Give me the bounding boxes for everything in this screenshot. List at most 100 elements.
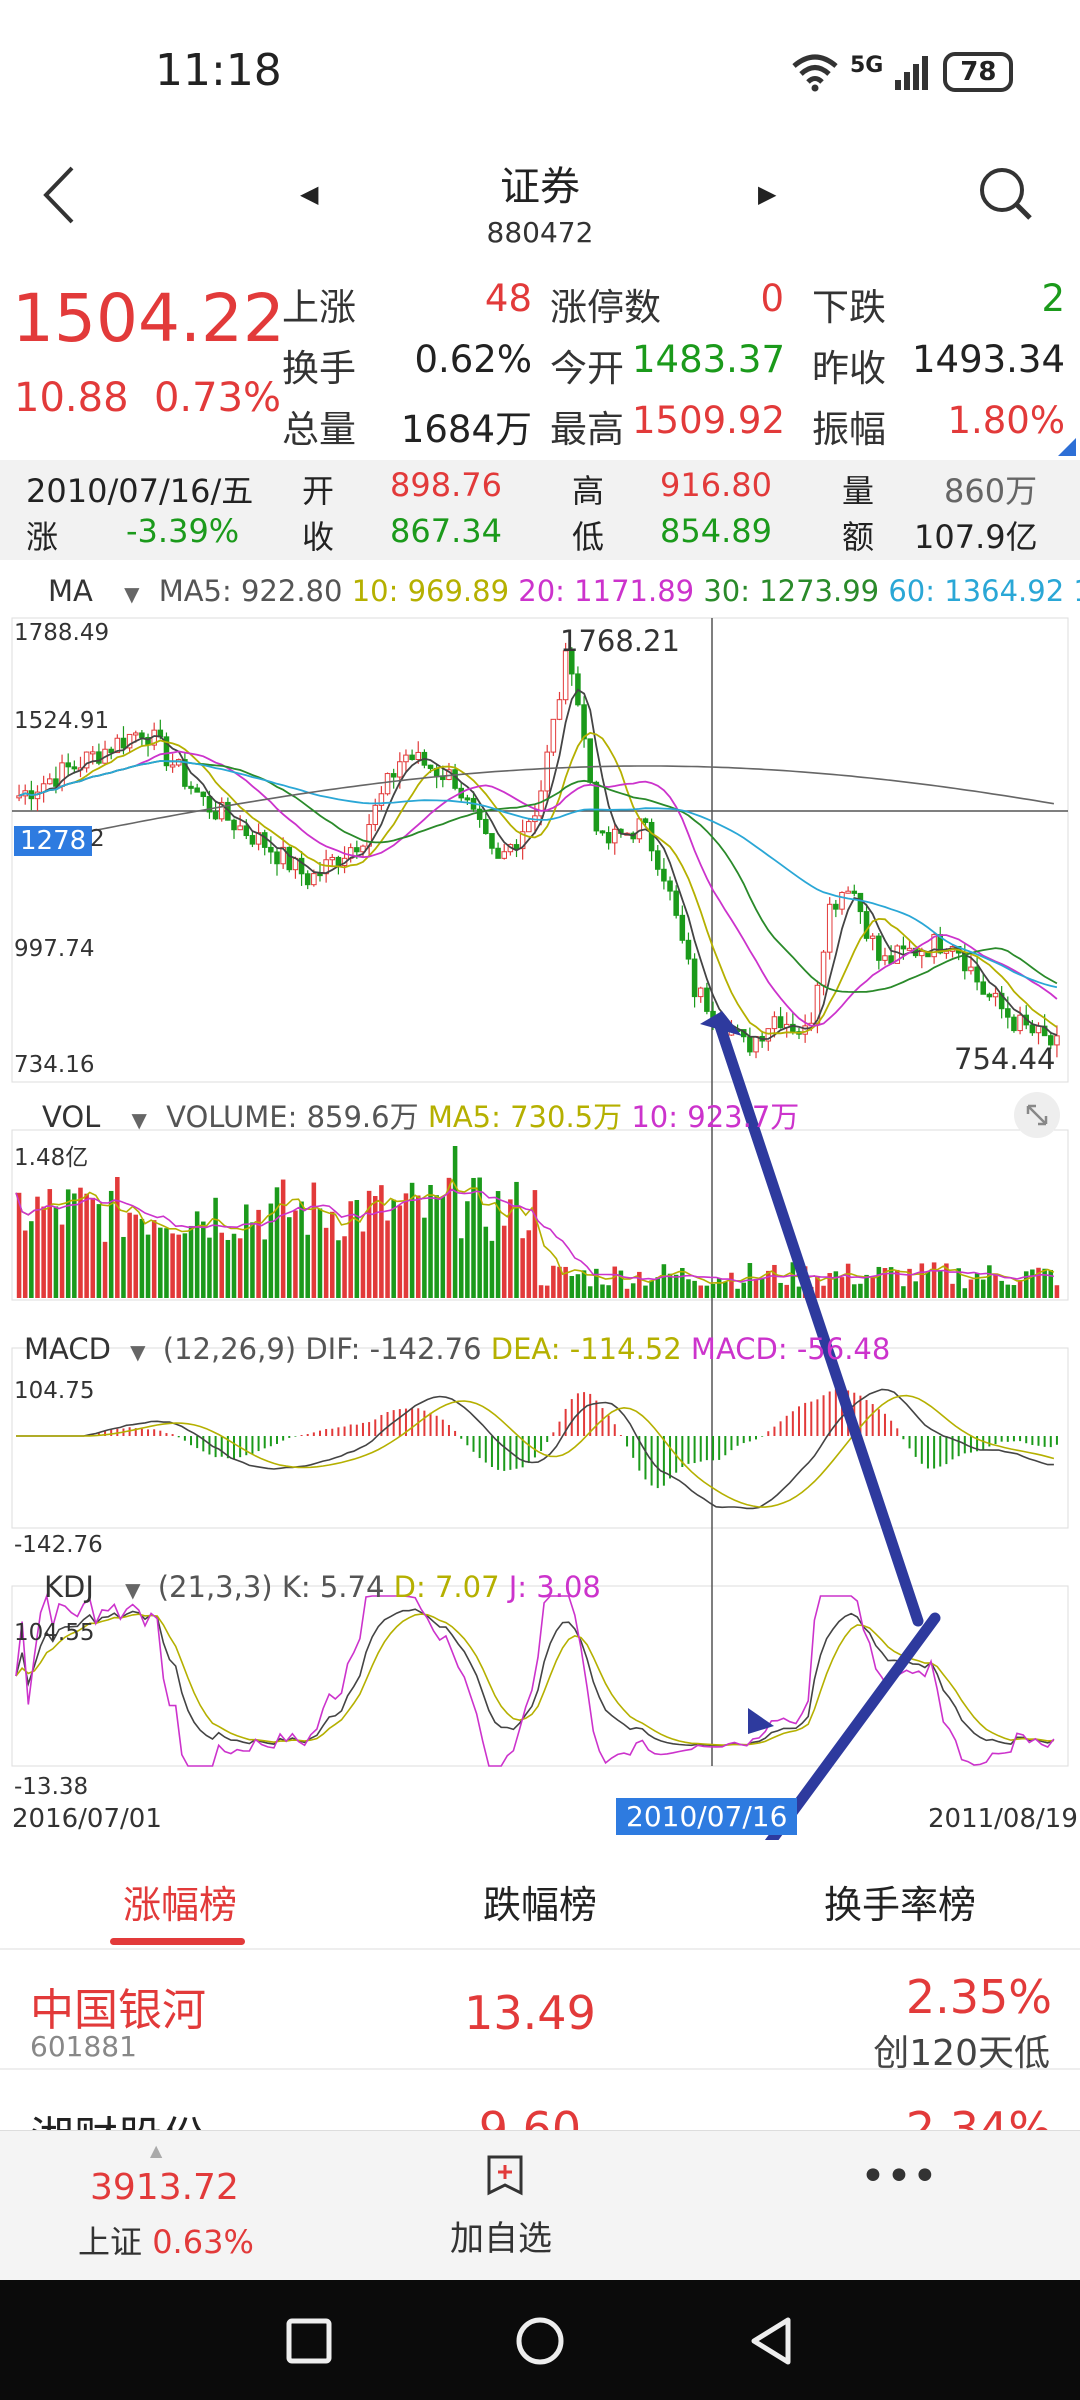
volume-bar — [624, 1288, 630, 1298]
candle-body — [139, 732, 145, 738]
dropdown-icon[interactable]: ▼ — [131, 1108, 147, 1132]
candle-body — [648, 821, 655, 852]
volume-ma-lines — [15, 1178, 1055, 1284]
open-value: 898.76 — [390, 466, 502, 504]
volume-bar — [323, 1227, 329, 1298]
candle-body — [89, 751, 96, 755]
index-info[interactable]: 上证 0.63% — [78, 2217, 254, 2263]
add-favorite-icon[interactable] — [485, 2153, 525, 2201]
network-label: 5G — [850, 52, 884, 78]
volume-bar — [317, 1208, 323, 1298]
candle-body — [96, 751, 102, 764]
chart-svg[interactable] — [0, 616, 1080, 1840]
candle-body — [120, 737, 127, 749]
macd-dea: DEA: -114.52 — [490, 1332, 682, 1366]
ma-lines — [15, 688, 1058, 1041]
volume-bar — [397, 1205, 403, 1298]
volume-bar — [53, 1206, 59, 1298]
candle-body — [212, 811, 219, 820]
volume-bar — [729, 1272, 734, 1298]
volume-bar — [151, 1220, 157, 1298]
ma-pane-frame — [11, 617, 1069, 1083]
volume-bar — [538, 1285, 544, 1298]
wifi-icon — [792, 54, 838, 92]
candle-date: 2010/07/16/五 — [26, 472, 254, 510]
macd-pane-label[interactable]: MACD — [24, 1332, 111, 1366]
candle-body — [931, 934, 937, 958]
candle-body — [593, 781, 600, 832]
candle-body — [1029, 1024, 1036, 1034]
quote-value: 1483.37 — [632, 338, 786, 381]
dropdown-icon[interactable]: ▼ — [125, 1578, 141, 1602]
candle-body — [274, 851, 280, 865]
volume-bar — [194, 1211, 200, 1298]
volume-bar — [845, 1263, 851, 1298]
vol-pane-label[interactable]: VOL — [42, 1100, 101, 1134]
amount-value: 107.9亿 — [914, 518, 1038, 556]
stock-price: 13.49 — [464, 1986, 596, 2040]
more-icon[interactable]: ••• — [860, 2151, 938, 2202]
candle-body — [249, 835, 256, 845]
volume-bar — [366, 1190, 372, 1298]
quote-row: 上涨 48 涨停数 0 下跌 2 — [282, 277, 1072, 335]
volume-bar — [293, 1210, 298, 1298]
ma-pane-label[interactable]: MA — [48, 574, 93, 608]
candle-body — [194, 787, 200, 793]
kdj-params: (21,3,3) — [157, 1570, 273, 1604]
kline-chart[interactable]: MA ▼ MA5: 922.80 10: 969.89 20: 1171.89 … — [0, 568, 1080, 1840]
kdj-d: D: 7.07 — [393, 1570, 500, 1604]
dropdown-icon[interactable]: ▼ — [130, 1340, 146, 1364]
tab-losers[interactable]: 跌幅榜 — [482, 1883, 597, 1927]
volume-value: VOLUME: 859.6万 — [166, 1100, 419, 1134]
candle-body — [753, 1035, 759, 1053]
home-icon[interactable] — [515, 2316, 565, 2366]
back-icon[interactable] — [30, 160, 90, 230]
volume-bar — [139, 1218, 145, 1298]
volume-bar — [618, 1270, 624, 1298]
candle-body — [415, 751, 422, 761]
search-icon[interactable] — [976, 164, 1036, 224]
volume-bar — [127, 1212, 132, 1298]
candle-body — [360, 845, 366, 853]
next-stock-icon[interactable]: ▶ — [758, 180, 777, 208]
candle-series — [16, 642, 1060, 1059]
back-nav-icon[interactable] — [748, 2316, 794, 2366]
tab-turnover[interactable]: 换手率榜 — [823, 1883, 976, 1927]
expand-up-icon[interactable]: ▲ — [150, 2141, 163, 2160]
candle-body — [218, 801, 225, 820]
kdj-pane-label[interactable]: KDJ — [44, 1570, 94, 1604]
x-axis-end: 2011/08/19 — [928, 1804, 1078, 1834]
candle-body — [397, 761, 403, 778]
recent-apps-icon[interactable] — [286, 2318, 332, 2364]
expand-icon[interactable] — [1014, 1092, 1060, 1138]
change-value: -3.39% — [126, 512, 240, 550]
volume-bar — [600, 1284, 605, 1298]
list-item[interactable]: 湘财股份 9.60 2.34% — [0, 2072, 1080, 2130]
volume-bar — [47, 1189, 53, 1298]
volume-bar — [968, 1279, 974, 1298]
volume-bar — [766, 1270, 771, 1298]
index-value[interactable]: 3913.72 — [90, 2167, 239, 2208]
ma60-value: 60: 1364.92 — [888, 574, 1065, 608]
candle-body — [765, 1028, 772, 1042]
add-favorite-label[interactable]: 加自选 — [450, 2219, 552, 2259]
list-item[interactable]: 中国银河 601881 13.49 2.35% 创120天低 — [0, 1952, 1080, 2074]
volume-bar — [790, 1262, 796, 1298]
candle-body — [298, 857, 305, 875]
candle-body — [845, 890, 851, 894]
bottom-toolbar: ▲ 3913.72 上证 0.63% 加自选 ••• — [0, 2130, 1080, 2280]
candle-body — [851, 890, 858, 894]
volume-bar — [876, 1266, 882, 1298]
volume-bar — [716, 1277, 722, 1298]
volume-bar — [649, 1280, 654, 1298]
volume-bar — [772, 1264, 777, 1298]
prev-stock-icon[interactable]: ◀ — [300, 180, 319, 208]
ranking-tabs: 涨幅榜 跌幅榜 换手率榜 — [0, 1850, 1080, 1950]
candle-body — [132, 732, 139, 736]
dropdown-icon[interactable]: ▼ — [124, 582, 140, 606]
candle-body — [882, 955, 888, 961]
volume-bar — [587, 1286, 593, 1298]
high-value: 916.80 — [660, 466, 772, 504]
candle-body — [409, 754, 415, 761]
tab-gainers[interactable]: 涨幅榜 — [122, 1883, 237, 1927]
